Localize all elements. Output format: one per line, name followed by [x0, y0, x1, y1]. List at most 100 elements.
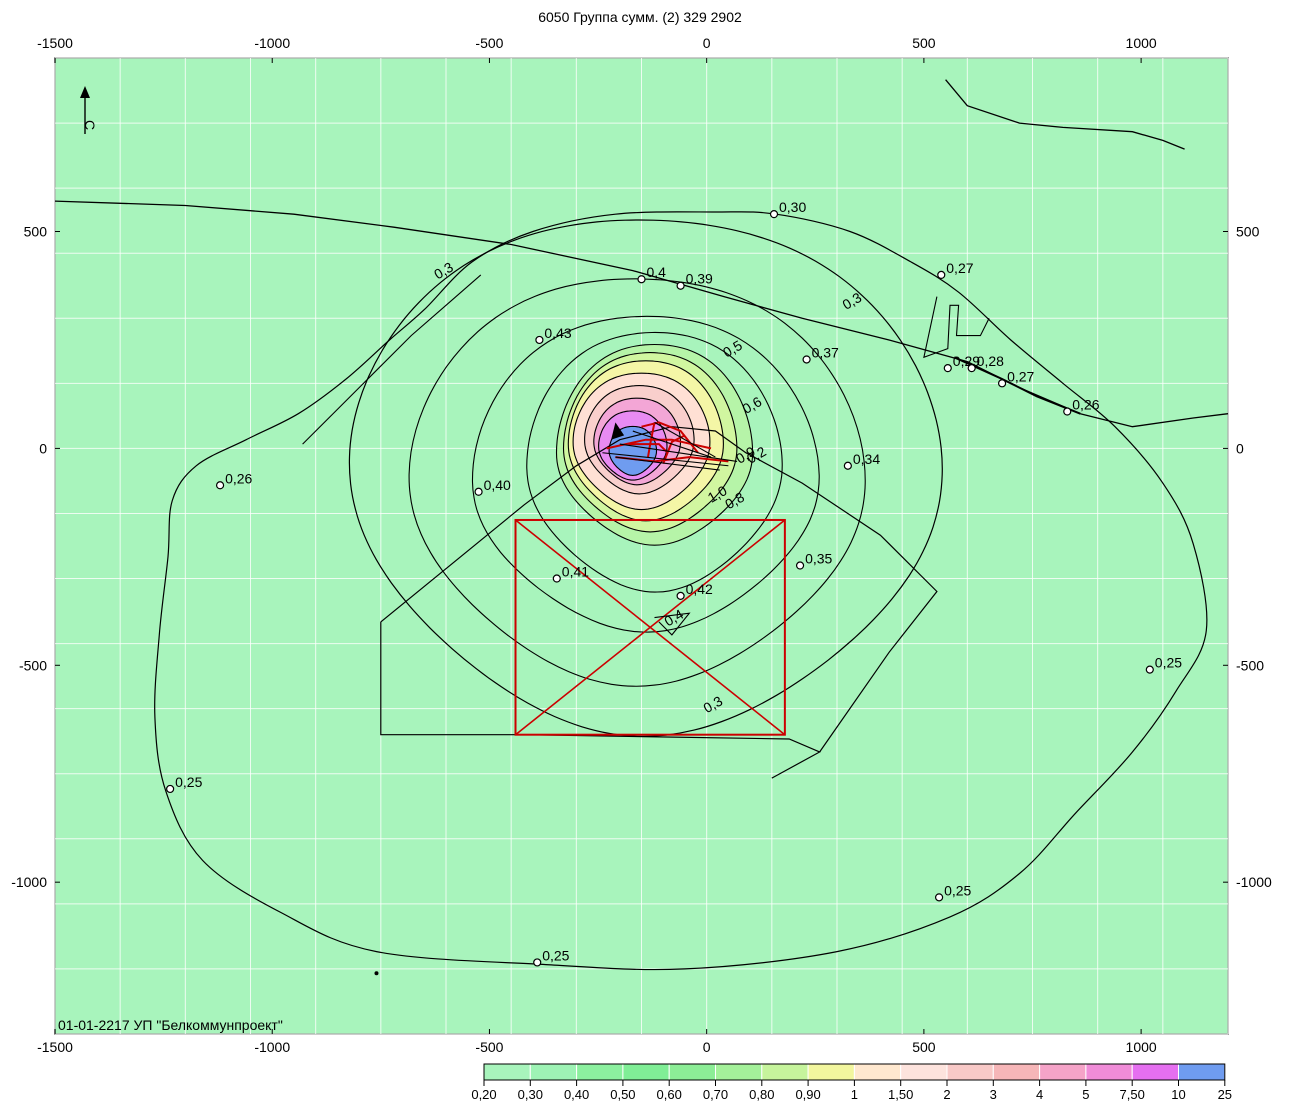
point-marker — [843, 461, 852, 470]
y-tick-label-right: -500 — [1236, 657, 1264, 673]
north-label: С — [82, 120, 98, 130]
measurement-point: 0,39 — [676, 271, 713, 290]
legend: 0,20 0,30 0,40 0,50 0,60 0,70 0,80 0,90 1 1,50 2 3 4… — [471, 1063, 1232, 1102]
measurement-point: 0,40 — [474, 477, 511, 496]
y-tick-label-right: 500 — [1236, 224, 1260, 240]
point-value-label: 0,25 — [175, 774, 202, 790]
y-tick-label-left: -1000 — [11, 874, 47, 890]
center-line — [615, 456, 720, 471]
small-point — [374, 971, 379, 976]
legend-color-box — [715, 1063, 763, 1081]
legend-color-box — [1085, 1063, 1133, 1081]
point-value-label: 0,26 — [1072, 397, 1099, 413]
legend-value-label: 0,90 — [795, 1087, 820, 1102]
legend-value-label: 10 — [1171, 1087, 1185, 1102]
legend-value-label: 5 — [1082, 1087, 1089, 1102]
direction-arrow — [611, 422, 625, 440]
point-marker — [934, 893, 944, 902]
north-arrow-group: С — [80, 86, 98, 134]
x-tick-label-bottom: -1500 — [37, 1039, 73, 1055]
point-marker — [997, 379, 1007, 388]
measurement-point: 0,27 — [937, 260, 974, 279]
point-value-label: 0,37 — [812, 344, 839, 360]
measurement-point: 0,25 — [166, 774, 203, 794]
x-tick-label-top: -500 — [475, 35, 503, 51]
contour-line — [608, 425, 658, 476]
legend-color-box — [761, 1063, 809, 1081]
point-value-label: 0,27 — [1007, 368, 1034, 384]
point-value-label: 0,4 — [647, 264, 667, 280]
point-marker — [533, 958, 542, 967]
measurement-point: 0,4 — [637, 264, 667, 284]
y-tick-label-left: -500 — [19, 657, 47, 673]
x-tick-label-top: 1000 — [1126, 35, 1157, 51]
legend-color-box — [1039, 1063, 1087, 1081]
point-value-label: 0,42 — [686, 581, 713, 597]
x-tick-label-bottom: 0 — [703, 1039, 711, 1055]
north-arrow-icon — [80, 86, 90, 98]
x-tick-label-bottom: 1000 — [1126, 1039, 1157, 1055]
legend-value-label: 0,30 — [518, 1087, 543, 1102]
point-marker — [769, 210, 779, 219]
measurement-point: 0,25 — [934, 882, 972, 902]
legend-value-label: 0,60 — [657, 1087, 682, 1102]
point-marker — [943, 364, 952, 373]
measurement-point: 0,41 — [552, 564, 589, 583]
y-tick-label-right: 0 — [1236, 440, 1244, 456]
plot-area — [54, 57, 1229, 1035]
point-marker — [676, 281, 685, 290]
footer-text: 01-01-2217 УП "Белкоммунпроект" — [58, 1017, 283, 1033]
contour-line — [526, 331, 783, 593]
legend-value-label: 0,50 — [610, 1087, 635, 1102]
point-marker — [937, 270, 946, 279]
site-rect — [514, 518, 786, 736]
site-rectangle — [514, 518, 786, 736]
measurement-point: 0,25 — [533, 947, 570, 967]
legend-value-label: 7,50 — [1120, 1087, 1145, 1102]
legend-value-label: 0,40 — [564, 1087, 589, 1102]
legend-value-label: 25 — [1218, 1087, 1232, 1102]
building-lines — [923, 296, 990, 359]
legend-value-label: 0,80 — [749, 1087, 774, 1102]
river-line — [945, 79, 1185, 150]
red-source-line — [628, 443, 669, 454]
legend-value-label: 2 — [943, 1087, 950, 1102]
legend-color-box — [946, 1063, 994, 1081]
small-map-details — [374, 612, 691, 976]
linear-features — [54, 79, 1229, 779]
measurement-point: 0,34 — [843, 451, 880, 470]
point-value-label: 0,40 — [484, 477, 511, 493]
point-value-label: 0,35 — [805, 551, 832, 567]
point-value-label: 0,30 — [779, 199, 806, 215]
measurement-point: 0,30 — [769, 199, 806, 219]
center-line — [602, 452, 729, 467]
point-marker — [967, 364, 976, 373]
legend-color-box — [1178, 1063, 1226, 1081]
legend-color-box — [622, 1063, 670, 1081]
center-detail — [602, 421, 738, 471]
x-tick-label-bottom: -500 — [475, 1039, 503, 1055]
x-tick-label-top: 0 — [703, 35, 711, 51]
thick-road-segment — [953, 356, 1081, 415]
legend-value-label: 4 — [1036, 1087, 1043, 1102]
point-marker — [552, 574, 561, 583]
point-value-label: 0,25 — [944, 882, 971, 898]
measurement-point: 0,28 — [967, 353, 1004, 373]
contour-line — [471, 315, 820, 633]
y-tick-label-left: 500 — [24, 224, 48, 240]
center-line — [632, 430, 712, 458]
legend-color-box — [900, 1063, 948, 1081]
point-marker — [795, 561, 805, 570]
legend-value-label: 3 — [990, 1087, 997, 1102]
grid-lines — [54, 57, 1229, 1035]
measurement-point: 0,43 — [535, 325, 572, 345]
measurement-point: 0,25 — [1145, 655, 1182, 674]
contour-line — [408, 278, 866, 687]
outer-contour-line — [154, 211, 1208, 971]
point-value-label: 0,26 — [225, 470, 252, 486]
road-line — [54, 200, 1229, 428]
measurement-point: 0,27 — [997, 368, 1035, 388]
diagonal-road — [302, 274, 482, 445]
